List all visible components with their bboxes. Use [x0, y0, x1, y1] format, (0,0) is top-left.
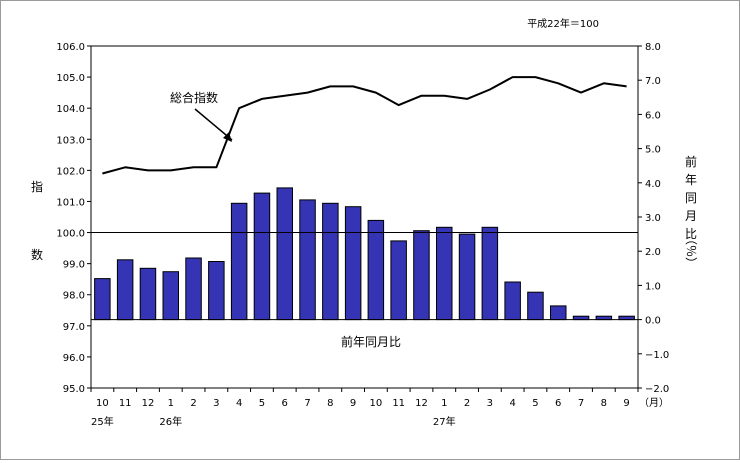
series-label-index: 総合指数 [170, 90, 218, 105]
right-axis-label-char: 比 [685, 227, 697, 241]
x-tick-label: 2 [464, 398, 470, 409]
bar-13 [390, 240, 407, 321]
right-tick-label: 1.0 [645, 281, 661, 292]
right-axis-label-char: 同 [685, 191, 697, 205]
right-axis-label-unit: （％） [684, 233, 698, 269]
x-tick-label: 5 [259, 398, 265, 409]
bar-9 [299, 199, 316, 321]
bar-16 [458, 233, 476, 321]
right-tick-label: 8.0 [645, 42, 661, 53]
left-tick-label: 106.0 [56, 42, 85, 53]
year-label: 25年 [91, 415, 114, 428]
bar-3 [162, 271, 179, 321]
bar-11 [344, 206, 362, 321]
x-tick-label: 10 [370, 398, 383, 409]
bar-18 [504, 281, 521, 321]
left-tick-label: 103.0 [56, 135, 85, 146]
x-tick-label: 6 [555, 398, 561, 409]
index-label-arrowhead [223, 132, 232, 142]
right-axis-label-char: 前 [685, 154, 697, 169]
index-line [102, 76, 627, 175]
bar-1 [116, 259, 134, 321]
right-tick-label: 7.0 [645, 76, 661, 87]
x-tick-label: 12 [142, 398, 155, 409]
base-note: 平成22年＝100 [527, 17, 599, 30]
left-axis-label-char: 指 [31, 179, 43, 194]
left-tick-label: 104.0 [56, 104, 85, 115]
right-tick-label: 4.0 [645, 179, 661, 190]
bar-20 [550, 305, 567, 321]
reference-line-layer [91, 232, 638, 321]
right-tick-label: 5.0 [645, 145, 661, 156]
left-tick-label: 95.0 [63, 384, 85, 395]
bar-14 [413, 230, 430, 321]
x-tick-label: 1 [441, 398, 447, 409]
right-tick-label: −1.0 [645, 350, 669, 361]
x-tick-label: 4 [236, 398, 242, 409]
right-tick-label: −2.0 [645, 384, 669, 395]
year-label: 27年 [433, 415, 456, 428]
x-tick-label: 10 [96, 398, 109, 409]
x-tick-label: 6 [282, 398, 288, 409]
bar-17 [481, 226, 499, 321]
right-tick-label: 2.0 [645, 247, 661, 258]
bar-7 [253, 192, 271, 321]
x-tick-label: 5 [532, 398, 538, 409]
bar-10 [322, 202, 339, 321]
bar-22 [595, 315, 613, 321]
left-tick-label: 96.0 [63, 353, 85, 364]
year-label: 26年 [159, 415, 182, 428]
right-axis-label-char: 月 [685, 209, 697, 223]
bar-12 [367, 219, 385, 321]
x-tick-label: 1 [168, 398, 174, 409]
left-tick-label: 99.0 [63, 260, 85, 271]
bar-23 [618, 315, 635, 321]
x-tick-label: 2 [190, 398, 196, 409]
series-label-yoy: 前年同月比 [341, 334, 401, 349]
left-tick-label: 105.0 [56, 73, 85, 84]
index-label-leader [194, 108, 233, 141]
bar-2 [139, 267, 157, 321]
bar-4 [185, 257, 202, 321]
x-tick-label: 11 [392, 398, 405, 409]
left-tick-label: 102.0 [56, 166, 85, 177]
x-axis-unit: （月） [639, 397, 669, 409]
x-tick-label: 11 [119, 398, 132, 409]
left-tick-label: 101.0 [56, 197, 85, 208]
index-line-layer [102, 76, 627, 175]
left-axis-label-char: 数 [31, 247, 43, 262]
x-tick-label: 3 [487, 398, 493, 409]
bar-19 [527, 291, 544, 321]
x-tick-label: 4 [509, 398, 515, 409]
bar-8 [276, 187, 293, 321]
bar-layer [94, 187, 635, 321]
right-tick-label: 0.0 [645, 316, 661, 327]
axes-layer [87, 45, 642, 392]
x-tick-label: 9 [623, 398, 629, 409]
bar-15 [436, 226, 453, 321]
label-layer: 95.096.097.098.099.0100.0101.0102.0103.0… [31, 17, 698, 428]
right-tick-label: 6.0 [645, 110, 661, 121]
left-tick-label: 98.0 [63, 291, 85, 302]
bar-5 [208, 261, 225, 321]
bar-21 [572, 315, 590, 321]
x-tick-label: 3 [213, 398, 219, 409]
x-tick-label: 12 [415, 398, 428, 409]
right-axis-label-char: 年 [685, 173, 697, 187]
x-tick-label: 7 [578, 398, 584, 409]
x-tick-label: 9 [350, 398, 356, 409]
left-tick-label: 100.0 [56, 229, 85, 240]
x-tick-label: 7 [304, 398, 310, 409]
bar-0 [94, 278, 111, 321]
bar-6 [230, 202, 248, 321]
x-tick-label: 8 [601, 398, 607, 409]
left-tick-label: 97.0 [63, 322, 85, 333]
x-tick-label: 8 [327, 398, 333, 409]
right-tick-label: 3.0 [645, 213, 661, 224]
